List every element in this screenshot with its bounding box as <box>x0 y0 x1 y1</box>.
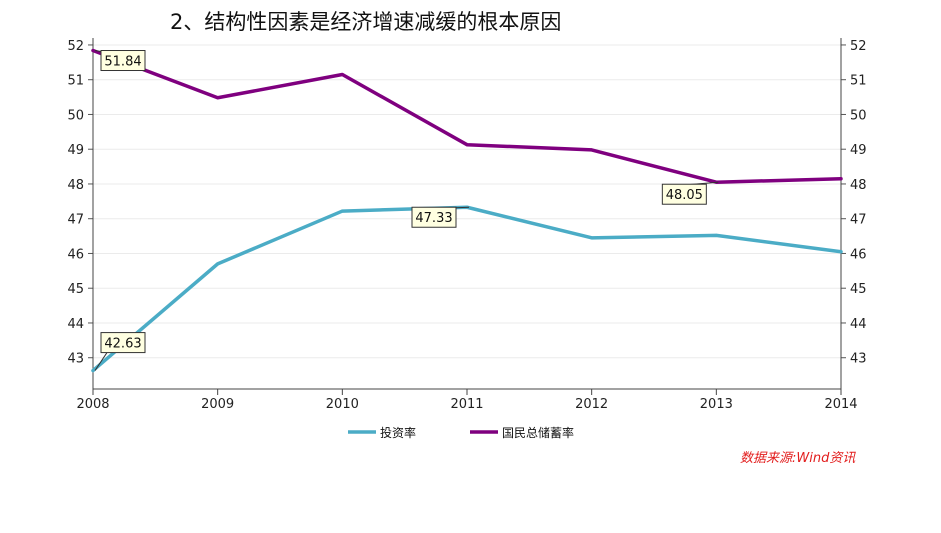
data-point <box>216 262 220 266</box>
legend-label: 国民总储蓄率 <box>502 425 574 440</box>
y-tick-label-left: 48 <box>67 178 84 193</box>
data-label-box <box>661 183 707 205</box>
data-label-box <box>100 50 146 72</box>
y-tick-label-right: 43 <box>850 352 867 367</box>
series-line-0 <box>91 205 843 373</box>
y-tick-label-left: 43 <box>67 352 84 367</box>
data-point <box>590 236 594 240</box>
data-point <box>340 209 344 213</box>
data-label: 47.33 <box>415 211 452 226</box>
x-tick-label: 2012 <box>575 397 608 412</box>
y-tick-label-right: 48 <box>850 178 867 193</box>
y-tick-label-left: 50 <box>67 108 84 123</box>
data-point <box>839 177 843 181</box>
data-point <box>590 148 594 152</box>
y-tick-label-left: 44 <box>67 317 84 332</box>
data-label: 48.05 <box>666 188 703 203</box>
data-point <box>91 369 95 373</box>
y-tick-label-right: 50 <box>850 108 867 123</box>
chart-title: 2、结构性因素是经济增速减缓的根本原因 <box>170 10 562 34</box>
y-tick-label-left: 49 <box>67 143 84 158</box>
y-tick-label-right: 46 <box>850 247 867 262</box>
y-tick-label-left: 47 <box>67 213 84 228</box>
series-line-1 <box>91 48 843 184</box>
y-tick-label-right: 45 <box>850 282 867 297</box>
data-point <box>465 143 469 147</box>
y-tick-label-left: 46 <box>67 247 84 262</box>
data-label: 42.63 <box>104 337 141 352</box>
x-tick-label: 2010 <box>326 397 359 412</box>
y-tick-label-right: 44 <box>850 317 867 332</box>
data-label-leader <box>94 352 108 371</box>
data-point <box>216 96 220 100</box>
source-note: 数据来源:Wind资讯 <box>740 451 856 466</box>
y-tick-label-left: 51 <box>67 74 84 89</box>
y-tick-label-right: 51 <box>850 74 867 89</box>
x-tick-label: 2013 <box>700 397 733 412</box>
y-tick-label-right: 47 <box>850 213 867 228</box>
x-tick-label: 2009 <box>201 397 234 412</box>
x-tick-label: 2011 <box>450 397 483 412</box>
legend-label: 投资率 <box>380 425 416 440</box>
y-tick-label-right: 52 <box>850 39 867 54</box>
data-point <box>714 233 718 237</box>
data-label-box <box>411 206 457 228</box>
y-tick-label-right: 49 <box>850 143 867 158</box>
y-tick-label-left: 45 <box>67 282 84 297</box>
x-tick-label: 2008 <box>76 397 109 412</box>
data-label: 51.84 <box>104 55 141 70</box>
data-label-box <box>100 332 146 354</box>
y-tick-label-left: 52 <box>67 39 84 54</box>
x-tick-label: 2014 <box>824 397 857 412</box>
data-point <box>91 49 95 53</box>
data-point <box>839 250 843 254</box>
data-point <box>340 72 344 76</box>
